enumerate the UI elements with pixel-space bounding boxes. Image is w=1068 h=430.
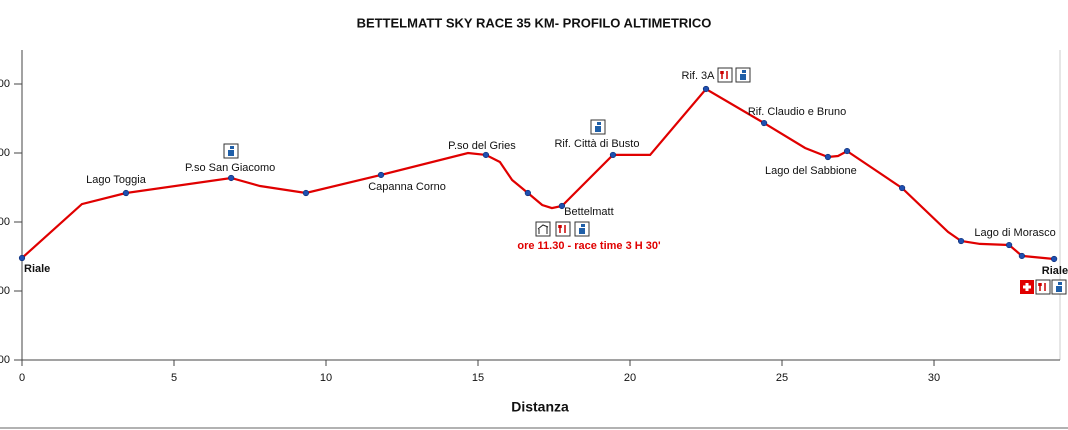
checkpoint-label: Lago Toggia [86, 174, 147, 186]
x-tick-label: 15 [472, 372, 484, 384]
x-tick-label: 10 [320, 372, 332, 384]
y-tick-label: 3000 [0, 78, 10, 90]
checkpoint-marker [1018, 252, 1025, 260]
profile-line [21, 87, 1055, 261]
checkpoint-marker [957, 237, 965, 245]
checkpoint-marker [1050, 255, 1058, 263]
checkpoint-marker [898, 184, 906, 192]
x-tick-label: 20 [624, 372, 636, 384]
water-icon [590, 119, 606, 135]
checkpoint-marker [18, 254, 26, 262]
water-icon [735, 67, 751, 83]
x-tick-label: 30 [928, 372, 940, 384]
checkpoint-marker [824, 153, 832, 161]
x-tick-label: 25 [776, 372, 788, 384]
checkpoint-label: P.so San Giacomo [185, 162, 275, 174]
checkpoint-marker [609, 151, 617, 159]
checkpoint-label: Rif. Claudio e Bruno [748, 106, 846, 118]
checkpoint-marker [524, 189, 531, 197]
water-icon [574, 221, 590, 237]
checkpoint-label: Riale [24, 263, 50, 275]
x-tick-label: 5 [171, 372, 177, 384]
chart-title: BETTELMATT SKY RACE 35 KM- PROFILO ALTIM… [357, 15, 712, 30]
checkpoint-marker [482, 151, 490, 159]
y-tick-label: 2500 [0, 147, 10, 159]
checkpoint-label: Riale [1042, 265, 1068, 277]
checkpoint-marker [122, 189, 130, 197]
x-axis-label: Distanza [511, 399, 569, 415]
checkpoint-marker [760, 119, 768, 127]
checkpoint-marker [1006, 241, 1013, 249]
x-tick-label: 0 [19, 372, 25, 384]
food-icon [717, 67, 733, 83]
water-icon [223, 143, 239, 159]
y-tick-label: 1500 [0, 285, 10, 297]
checkpoint-label: Bettelmatt [564, 206, 614, 218]
checkpoint-label: P.so del Gries [448, 140, 516, 152]
y-tick-label: 1000 [0, 354, 10, 366]
icons [223, 67, 1067, 295]
checkpoint-marker [228, 174, 235, 182]
first-aid-icon [1020, 280, 1034, 294]
shelter-icon [535, 221, 551, 237]
water-icon [1051, 279, 1067, 295]
checkpoint-label: Capanna Corno [368, 181, 446, 193]
food-icon [1035, 279, 1051, 295]
checkpoint-label: Lago del Sabbione [765, 165, 857, 177]
checkpoint-label: Rif. 3A [682, 70, 716, 82]
checkpoint-marker [702, 85, 710, 93]
race-time-note: ore 11.30 - race time 3 H 30' [517, 240, 661, 252]
checkpoint-label: Rif. Città di Busto [554, 138, 639, 150]
checkpoint-label: Lago di Morasco [974, 227, 1055, 239]
y-tick-label: 2000 [0, 216, 10, 228]
checkpoint-marker [558, 202, 566, 210]
checkpoint-marker [843, 147, 851, 155]
checkpoint-marker [377, 171, 385, 179]
food-icon [555, 221, 571, 237]
checkpoint-marker [302, 189, 310, 197]
